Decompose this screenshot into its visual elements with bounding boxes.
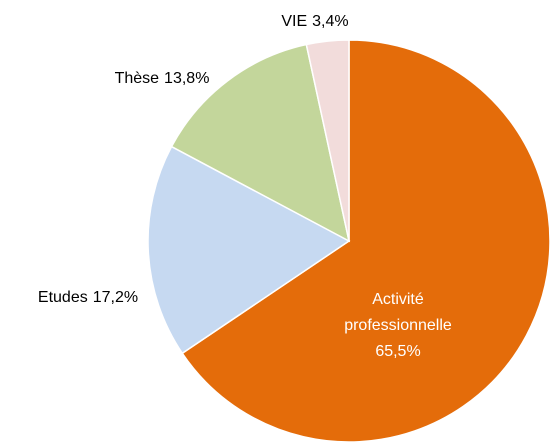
slice-category: Etudes <box>38 289 88 306</box>
slice-label: VIE 3,4% <box>281 13 348 30</box>
pie-slice <box>305 39 350 242</box>
slice-value: 17,2% <box>93 289 138 306</box>
slice-category: Thèse <box>115 70 160 87</box>
slice-value: 3,4% <box>312 13 348 30</box>
pie-slice <box>181 39 550 443</box>
slice-value: 13,8% <box>164 70 209 87</box>
slice-label: Etudes 17,2% <box>38 289 138 306</box>
pie-slice <box>147 145 351 355</box>
slice-value: 65,5% <box>375 343 421 360</box>
slice-label: Activité professionnelle 65,5% <box>339 287 457 365</box>
slice-category: Activité professionnelle <box>344 291 452 334</box>
slice-label: Thèse 13,8% <box>115 70 210 87</box>
pie-slice <box>170 43 351 243</box>
slice-category: VIE <box>281 13 307 30</box>
